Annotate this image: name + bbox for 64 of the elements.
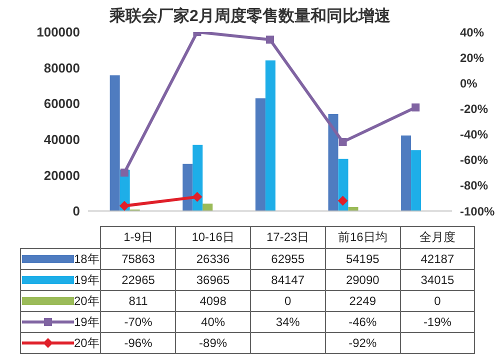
y-tick-label: 100000 — [36, 24, 80, 40]
data-label: 54195 — [325, 248, 400, 270]
y2-tick-label: 20% — [460, 50, 484, 65]
data-label: 36965 — [176, 270, 250, 290]
y2-tick-label: 0% — [460, 76, 478, 90]
y-tick-label: 80000 — [44, 60, 80, 76]
bar — [110, 75, 120, 211]
point — [412, 103, 420, 112]
data-label: 34015 — [400, 270, 475, 290]
point — [119, 200, 130, 211]
data-label: 0 — [400, 290, 475, 312]
point — [338, 138, 347, 146]
legend-label: 20年 — [20, 332, 101, 354]
data-label: 62955 — [250, 248, 326, 270]
x-tick-label: 前16日均 — [325, 226, 400, 248]
point — [192, 192, 202, 202]
data-label: 40% — [176, 312, 250, 332]
data-label: 34% — [250, 312, 326, 332]
data-label: 22965 — [100, 270, 176, 290]
bar — [265, 60, 276, 211]
y2-tick-label: -40% — [460, 128, 488, 142]
data-label: 42187 — [400, 248, 475, 270]
data-label: 4098 — [176, 290, 250, 312]
y2-tick-label: -20% — [460, 102, 488, 116]
point — [266, 36, 274, 44]
legend-label: 20年 — [20, 290, 101, 312]
data-label: 0 — [250, 290, 326, 312]
bar — [401, 135, 412, 211]
y2-tick-label: -60% — [460, 153, 488, 168]
data-label: -19% — [400, 312, 475, 332]
data-label: 29090 — [325, 270, 400, 290]
x-tick-label: 全月度 — [400, 226, 475, 248]
chart-title: 乘联会厂家2月周度零售数量和同比增速 — [110, 8, 390, 25]
y2-tick-label: 40% — [460, 25, 484, 40]
y-tick-label: 40000 — [44, 132, 80, 148]
data-label: 84147 — [250, 270, 326, 290]
data-label: -89% — [176, 332, 250, 354]
legend-label: 18年 — [20, 248, 101, 270]
data-label: 811 — [100, 290, 176, 312]
y-tick-label: 20000 — [44, 168, 80, 183]
legend-label: 19年 — [20, 270, 101, 290]
data-label: -92% — [325, 332, 400, 354]
bar — [411, 150, 422, 211]
data-label: -70% — [100, 312, 176, 332]
bar — [328, 114, 338, 211]
point — [120, 168, 128, 177]
y-tick-label: 0 — [72, 204, 80, 219]
data-label: 75863 — [100, 248, 176, 270]
data-label: 2249 — [325, 290, 400, 312]
point — [338, 196, 348, 206]
y2-tick-label: -100% — [460, 204, 496, 218]
x-tick-label: 17-23日 — [250, 226, 326, 248]
data-label: -46% — [325, 312, 400, 332]
y2-tick-label: -80% — [460, 178, 488, 193]
bar — [255, 98, 266, 211]
y-tick-label: 60000 — [44, 96, 80, 112]
x-tick-label: 1-9日 — [100, 226, 176, 248]
x-tick-label: 10-16日 — [176, 226, 250, 248]
legend-label: 19年 — [20, 312, 101, 332]
bar — [192, 144, 203, 211]
data-label: -96% — [100, 332, 176, 354]
bar — [202, 204, 213, 211]
data-label: 26336 — [176, 248, 250, 270]
bar — [182, 164, 193, 211]
